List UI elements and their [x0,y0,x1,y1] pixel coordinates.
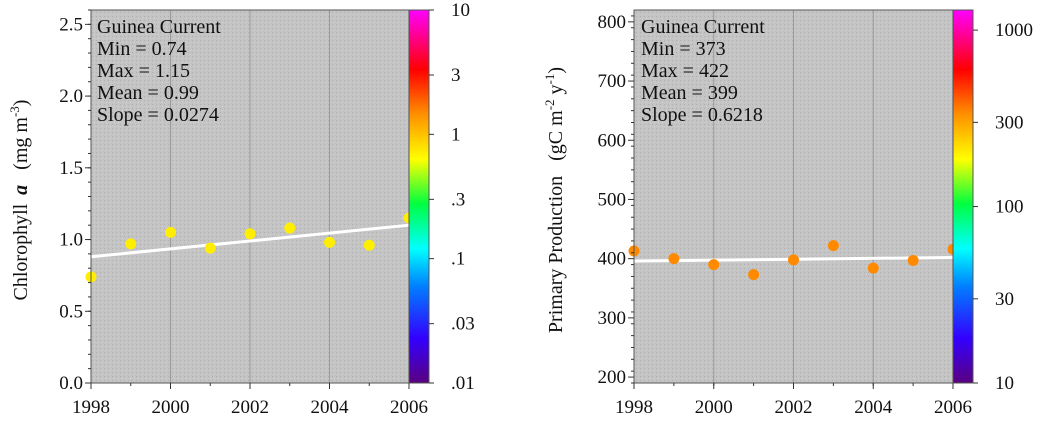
colorbar [952,9,974,384]
stat-min: Min = 0.74 [97,38,187,60]
stat-slope: Slope = 0.0274 [97,104,219,126]
x-tick-label: 2002 [231,397,269,418]
data-points [85,212,415,283]
x-tick-label: 2004 [854,397,893,418]
axes: 1998 2000 2002 2004 2006 0.0 0.5 1.0 1.5 2.0 2.5 [59,9,428,418]
data-point [244,228,256,240]
colorbar-tick-label: 1 [451,124,461,145]
colorbar-ticks: 10 30 100 300 1000 [973,20,1033,394]
data-point [324,236,335,248]
y-tick-label: 500 [598,189,627,210]
data-point [363,239,375,251]
x-tick-label: 1998 [615,397,653,418]
colorbar-tick-label: 10 [451,0,470,21]
y-tick-label: 0.5 [59,301,83,322]
y-tick-label: 600 [598,130,627,151]
trend-line [90,223,410,259]
region-name: Guinea Current [97,16,221,38]
x-tick-label: 1998 [72,397,110,418]
data-point [125,238,137,250]
x-tick-label: 2006 [934,397,972,418]
colorbar-tick-label: .1 [451,249,465,270]
trend-line-layer [90,223,410,259]
data-point [867,262,879,274]
data-point [907,254,919,266]
stat-min: Min = 373 [641,38,726,60]
y-tick-label: 700 [598,71,627,92]
y-tick-label: 400 [598,249,627,270]
y-axis-label: Chlorophyll a (mg m-3) [7,100,32,301]
colorbar-tick-label: 30 [995,289,1014,310]
y-tick-label: 2.0 [59,86,83,107]
y-tick-label: 0.0 [59,373,83,394]
data-point [165,226,176,238]
x-tick-label: 2000 [152,397,190,418]
y-tick-label: 1.0 [59,230,83,251]
colorbar-tick-label: 1000 [995,20,1033,41]
stat-mean: Mean = 399 [641,82,738,104]
data-point [204,242,216,254]
colorbar-tick-label: .03 [451,314,475,335]
stat-max: Max = 1.15 [97,60,190,82]
x-tick-label: 2002 [775,397,813,418]
data-point [708,259,720,271]
stat-mean: Mean = 0.99 [97,82,199,104]
info-box: Guinea Current Min = 373 Max = 422 Mean … [641,16,765,126]
x-tick-label: 2004 [311,397,350,418]
colorbar-tick-label: 3 [451,65,461,86]
region-name: Guinea Current [641,16,765,38]
y-tick-label: 200 [598,367,627,388]
colorbar-ticks: .01 .03 .1 .3 1 3 10 [429,0,475,394]
y-tick-label: 2.5 [59,14,83,35]
colorbar-tick-label: 10 [995,373,1014,394]
colorbar-tick-label: .01 [451,373,475,394]
y-axis-label: Primary Production (gC m-2 y-1) [542,67,567,333]
data-point [827,240,839,252]
y-tick-label: 800 [598,12,627,33]
x-tick-label: 2000 [695,397,733,418]
data-point [668,253,680,265]
info-box: Guinea Current Min = 0.74 Max = 1.15 Mea… [97,16,221,126]
colorbar-tick-label: 100 [995,197,1024,218]
stat-slope: Slope = 0.6218 [641,104,763,126]
primary-production-panel: 1998 2000 2002 2004 2006 200 300 400 500 600 700 80… [542,9,1033,418]
colorbar-tick-label: .3 [451,189,465,210]
data-point [748,269,760,281]
y-tick-label: 300 [598,308,627,329]
stat-max: Max = 422 [641,60,729,82]
data-point [284,222,296,234]
data-point [788,254,799,266]
axes: 1998 2000 2002 2004 2006 200 300 400 500 600 700 80… [598,12,973,418]
colorbar-tick-label: 300 [995,112,1024,133]
chlorophyll-panel: 1998 2000 2002 2004 2006 0.0 0.5 1.0 1.5 2.0 2.5 G… [7,0,475,418]
y-tick-label: 1.5 [59,158,83,179]
colorbar [408,9,430,384]
x-tick-label: 2006 [390,397,428,418]
